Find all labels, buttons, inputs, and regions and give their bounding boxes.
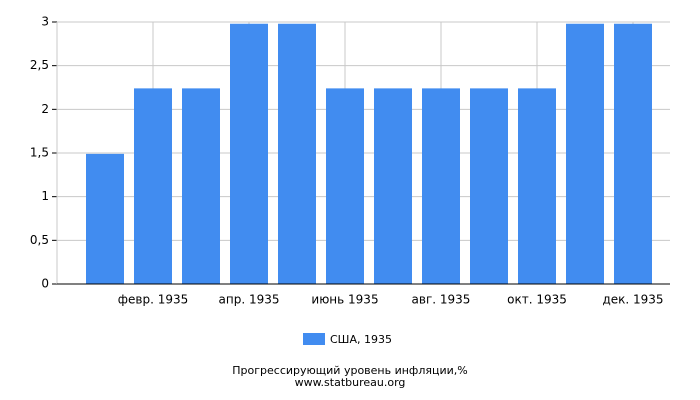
- x-tick-label: окт. 1935: [507, 293, 567, 307]
- x-tick-label: авг. 1935: [412, 293, 471, 307]
- y-tick-label: 1: [41, 189, 49, 203]
- bar: [374, 88, 412, 284]
- bar: [230, 23, 268, 284]
- bar: [566, 23, 604, 284]
- bar: [518, 88, 556, 284]
- legend-label: США, 1935: [330, 333, 392, 346]
- x-tick-label: дек. 1935: [602, 293, 663, 307]
- bar: [326, 88, 364, 284]
- bar: [422, 88, 460, 284]
- bar: [86, 153, 124, 284]
- chart-caption: Прогрессирующий уровень инфляции,%: [232, 364, 467, 377]
- y-tick-label: 1,5: [30, 146, 49, 160]
- bar: [134, 88, 172, 284]
- y-tick-label: 3: [41, 15, 49, 29]
- x-tick-label: апр. 1935: [219, 293, 280, 307]
- y-tick-label: 0: [41, 277, 49, 291]
- bar: [182, 88, 220, 284]
- legend-swatch: [303, 333, 325, 345]
- bar: [278, 23, 316, 284]
- x-tick-label: февр. 1935: [118, 293, 189, 307]
- y-tick-label: 0,5: [30, 233, 49, 247]
- chart-source: www.statbureau.org: [295, 376, 406, 389]
- y-tick-label: 2,5: [30, 58, 49, 72]
- bar: [614, 23, 652, 284]
- bar: [470, 88, 508, 284]
- y-tick-label: 2: [41, 102, 49, 116]
- x-tick-label: июнь 1935: [311, 293, 378, 307]
